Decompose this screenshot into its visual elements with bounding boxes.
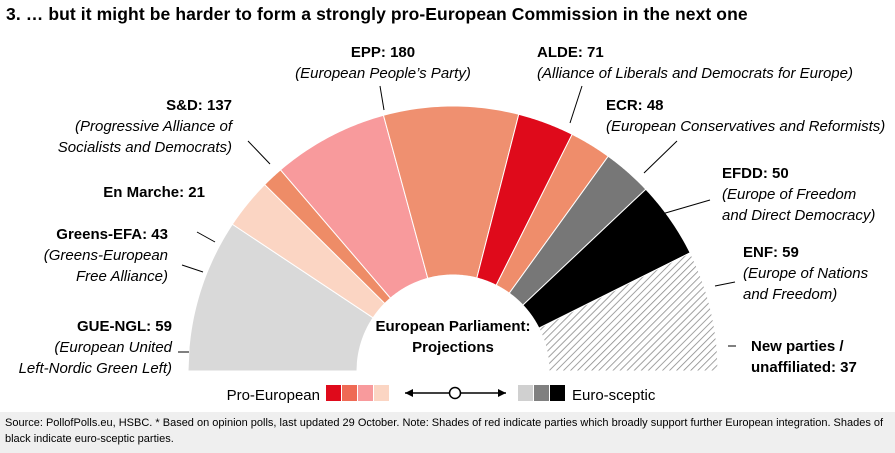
center-label-line: Projections xyxy=(412,339,494,356)
party-name: S&D: 137 xyxy=(166,97,232,114)
party-name: GUE-NGL: 59 xyxy=(77,318,172,335)
party-description: and Freedom) xyxy=(743,286,837,303)
party-description: (Europe of Freedom xyxy=(722,186,856,203)
party-description: Free Alliance) xyxy=(76,268,168,285)
chart-title: 3. … but it might be harder to form a st… xyxy=(6,4,748,24)
party-name: ECR: 48 xyxy=(606,97,664,114)
party-labels: GUE-NGL: 59 (European United Left-Nordic G… xyxy=(19,44,886,377)
party-name: New parties / xyxy=(751,338,844,355)
center-label: European Parliament: Projections xyxy=(375,318,530,356)
party-name: EPP: 180 xyxy=(351,44,415,61)
party-description: (European Conservatives and Reformists) xyxy=(606,118,885,135)
footer: Source: PollofPolls.eu, HSBC. * Based on… xyxy=(0,412,895,453)
legend-pro-swatch xyxy=(326,385,341,401)
party-description: (Europe of Nations xyxy=(743,265,869,282)
party-description: (Progressive Alliance of xyxy=(75,118,234,135)
parliament-chart: GUE-NGL: 59 (European United Left-Nordic G… xyxy=(19,44,886,404)
legend-pro-swatch xyxy=(358,385,373,401)
label-enf: ENF: 59 (Europe of Nations and Freedom) xyxy=(743,244,869,303)
leader-ecr xyxy=(643,140,678,174)
legend-arrow-left xyxy=(405,389,413,397)
party-name: ALDE: 71 xyxy=(537,44,604,61)
legend-sceptic-swatch xyxy=(534,385,549,401)
legend: Pro-European Euro-sceptic xyxy=(227,385,656,404)
label-new: New parties / unaffiliated: 37 xyxy=(751,338,857,376)
legend-sceptic-label: Euro-sceptic xyxy=(572,387,656,404)
legend-arrow-right xyxy=(498,389,506,397)
party-description: and Direct Democracy) xyxy=(722,207,875,224)
party-name: EFDD: 50 xyxy=(722,165,789,182)
party-description: (European People’s Party) xyxy=(295,65,471,82)
party-description: (Alliance of Liberals and Democrats for … xyxy=(537,65,853,82)
legend-pro-label: Pro-European xyxy=(227,387,320,404)
party-name: unaffiliated: 37 xyxy=(751,359,857,376)
leader-lines xyxy=(178,85,736,353)
leader-enf xyxy=(714,281,736,287)
legend-pro-swatch xyxy=(342,385,357,401)
party-description: Socialists and Democrats) xyxy=(58,139,232,156)
label-s-d: S&D: 137 (Progressive Alliance of Socialis… xyxy=(58,97,234,156)
label-epp: EPP: 180 (European People’s Party) xyxy=(295,44,471,82)
legend-pro-swatch xyxy=(374,385,389,401)
party-description: (Greens-European xyxy=(44,247,168,264)
leader-enmarche xyxy=(196,231,216,243)
center-label-line: European Parliament: xyxy=(375,318,530,335)
leader-greens-efa xyxy=(181,264,204,273)
legend-neutral-dot xyxy=(448,386,462,400)
source-note: Source: PollofPolls.eu, HSBC. * Based on… xyxy=(5,417,884,445)
label-gue-ngl: GUE-NGL: 59 (European United Left-Nordic G… xyxy=(19,318,173,377)
label-alde: ALDE: 71 (Alliance of Liberals and Democr… xyxy=(537,44,853,82)
party-name: ENF: 59 xyxy=(743,244,799,261)
legend-sceptic-swatch xyxy=(550,385,565,401)
leader-s-d xyxy=(247,140,271,165)
party-description: Left-Nordic Green Left) xyxy=(19,360,172,377)
leader-efdd xyxy=(661,199,711,215)
party-name: Greens-EFA: 43 xyxy=(56,226,168,243)
party-description: (European United xyxy=(54,339,172,356)
leader-alde xyxy=(569,85,583,124)
label-ecr: ECR: 48 (European Conservatives and Refor… xyxy=(606,97,885,135)
label-efdd: EFDD: 50 (Europe of Freedom and Direct Dem… xyxy=(722,165,875,224)
seat-segments xyxy=(187,105,719,372)
label-greens-efa: Greens-EFA: 43 (Greens-European Free Allia… xyxy=(44,226,168,285)
legend-sceptic-swatch xyxy=(518,385,533,401)
segment-new xyxy=(538,252,719,372)
label-enmarche: En Marche: 21 xyxy=(103,184,205,201)
leader-epp xyxy=(379,85,385,111)
party-name: En Marche: 21 xyxy=(103,184,205,201)
